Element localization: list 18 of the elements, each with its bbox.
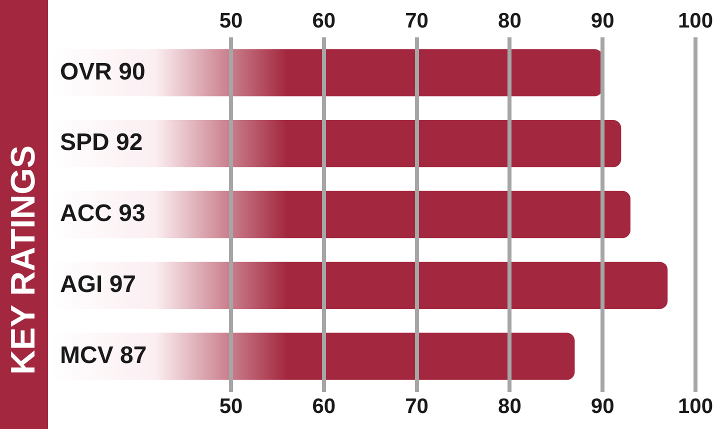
x-tick-label: 60	[312, 9, 336, 32]
x2-tick-label: 90	[590, 395, 614, 418]
x-tick-label: 80	[498, 9, 522, 32]
y-tick-label: SPD 92	[60, 129, 143, 156]
x-tick-label: 100	[678, 9, 714, 32]
y-tick-label: AGI 97	[60, 271, 136, 298]
x-tick-label: 50	[219, 9, 243, 32]
y-tick-label: MCV 87	[60, 342, 147, 369]
y-tick-label: ACC 93	[60, 200, 146, 228]
x2-tick-label: 60	[312, 395, 336, 418]
text: KEY RATINGS	[4, 145, 44, 375]
x2-tick-label: 80	[498, 395, 522, 418]
x2-tick-label: 100	[678, 395, 714, 418]
x-tick-label: 90	[590, 9, 614, 32]
x2-tick-label: 50	[219, 395, 243, 418]
y-tick-label: OVR 90	[60, 58, 146, 86]
x2-tick-label: 70	[405, 395, 428, 418]
x-tick-label: 70	[405, 9, 428, 32]
